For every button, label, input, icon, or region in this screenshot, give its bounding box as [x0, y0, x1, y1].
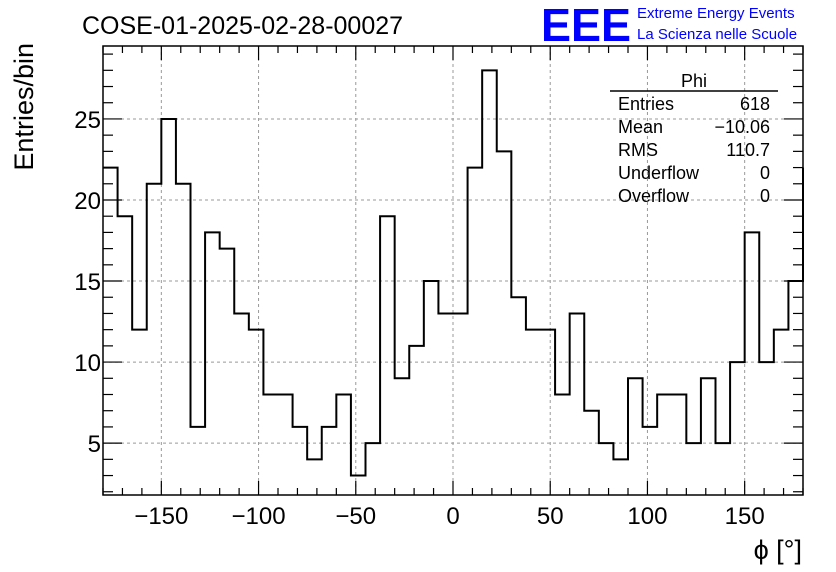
- histogram-line: [103, 69, 804, 477]
- y-tick-label-0: 5: [88, 431, 101, 458]
- eee-logo: EEE Extreme Energy Events La Scienza nel…: [541, 0, 797, 51]
- eee-logo-letters: EEE: [541, 0, 631, 51]
- eee-logo-line1: Extreme Energy Events: [637, 5, 795, 22]
- grid: [103, 46, 803, 495]
- plot-frame: [102, 45, 804, 496]
- stats-value-overflow: 0: [760, 186, 770, 206]
- stats-label-entries: Entries: [618, 94, 674, 114]
- stats-box-title: Phi: [681, 71, 707, 91]
- x-tick-labels: −150 −100 −50 0 50 100 150: [134, 503, 764, 530]
- x-axis-label: ϕ [°]: [754, 535, 802, 565]
- eee-logo-line2: La Scienza nelle Scuole: [637, 26, 797, 43]
- x-tick-label-5: 100: [627, 503, 667, 530]
- x-tick-label-2: −50: [335, 503, 376, 530]
- stats-value-entries: 618: [740, 94, 770, 114]
- x-tick-label-3: 0: [446, 503, 459, 530]
- stats-box: Phi Entries 618 Mean −10.06 RMS 110.7 Un…: [610, 71, 778, 206]
- stats-value-underflow: 0: [760, 163, 770, 183]
- y-axis-label: Entries/bin: [9, 43, 39, 171]
- y-tick-label-4: 25: [74, 107, 101, 134]
- y-tick-label-1: 10: [74, 350, 101, 377]
- x-tick-label-4: 50: [537, 503, 564, 530]
- stats-label-overflow: Overflow: [618, 186, 690, 206]
- x-tick-label-0: −150: [134, 503, 188, 530]
- stats-label-underflow: Underflow: [618, 163, 700, 183]
- stats-value-mean: −10.06: [714, 117, 770, 137]
- chart-title: COSE-01-2025-02-28-00027: [82, 12, 403, 40]
- y-tick-label-2: 15: [74, 269, 101, 296]
- x-tick-label-1: −100: [232, 503, 286, 530]
- x-tick-label-6: 150: [725, 503, 765, 530]
- stats-label-mean: Mean: [618, 117, 663, 137]
- stats-label-rms: RMS: [618, 140, 658, 160]
- y-tick-labels: 5 10 15 20 25: [74, 107, 101, 458]
- stats-value-rms: 110.7: [726, 140, 770, 160]
- y-tick-label-3: 20: [74, 188, 101, 215]
